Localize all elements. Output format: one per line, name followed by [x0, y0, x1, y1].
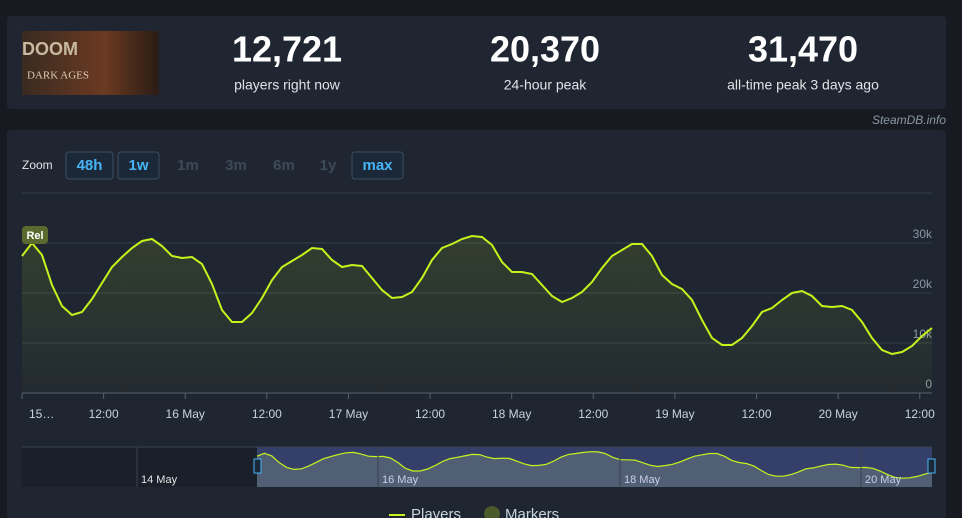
stat-value: 12,721: [232, 29, 342, 70]
logo-text: DOOM: [22, 39, 78, 59]
zoom-button-label[interactable]: 48h: [77, 157, 103, 174]
zoom-button-label: 3m: [225, 157, 247, 174]
x-tick-label: 12:00: [415, 407, 445, 421]
zoom-button-label: 6m: [273, 157, 295, 174]
navigator-line: [256, 451, 933, 479]
x-tick-label: 12:00: [905, 407, 935, 421]
zoom-button[interactable]: [351, 151, 404, 180]
x-tick-label: 12:00: [89, 407, 119, 421]
stat-value: 31,470: [748, 29, 858, 70]
game-image: [22, 31, 159, 95]
x-tick-label: 12:00: [252, 407, 282, 421]
x-tick-label: 15…: [29, 407, 54, 421]
navigator-label: 18 May: [624, 474, 661, 486]
zoom-button[interactable]: [117, 151, 160, 180]
zoom-button-label: 1m: [177, 157, 199, 174]
zoom-label: Zoom: [22, 158, 53, 172]
stat-label: all-time peak 3 days ago: [727, 77, 879, 93]
y-tick-label: 20k: [913, 277, 933, 291]
zoom-button-label: 1y: [320, 157, 337, 174]
marker-badge[interactable]: [22, 226, 48, 244]
credit[interactable]: SteamDB.info: [872, 113, 946, 127]
x-tick-label: 16 May: [166, 407, 205, 421]
stat-label: players right now: [234, 77, 341, 93]
zoom-button[interactable]: [65, 151, 114, 180]
navigator-label: 14 May: [141, 474, 178, 486]
navigator-handle[interactable]: [253, 458, 262, 474]
legend-label[interactable]: Markers: [505, 506, 559, 518]
marker-label: Rel: [26, 230, 43, 242]
x-tick-label: 19 May: [655, 407, 694, 421]
legend-swatch: [484, 506, 500, 518]
x-tick-label: 17 May: [329, 407, 368, 421]
y-tick-label: 30k: [913, 227, 933, 241]
navigator-label: 20 May: [865, 474, 902, 486]
legend-label[interactable]: Players: [411, 506, 461, 518]
stat-label: 24-hour peak: [504, 77, 588, 93]
logo-text: DARK AGES: [27, 70, 89, 82]
zoom-button-label[interactable]: 1w: [128, 157, 148, 174]
navigator-handle[interactable]: [927, 458, 936, 474]
stats-panel: [7, 16, 946, 109]
navigator-area: [257, 451, 932, 487]
x-tick-label: 12:00: [578, 407, 608, 421]
zoom-button-label[interactable]: max: [362, 157, 393, 174]
series-line: [21, 234, 933, 356]
x-tick-label: 20 May: [818, 407, 857, 421]
x-tick-label: 12:00: [742, 407, 772, 421]
navigator-label: 16 May: [382, 474, 419, 486]
x-tick-label: 18 May: [492, 407, 531, 421]
stat-value: 20,370: [490, 29, 600, 70]
series-area: [22, 236, 932, 393]
